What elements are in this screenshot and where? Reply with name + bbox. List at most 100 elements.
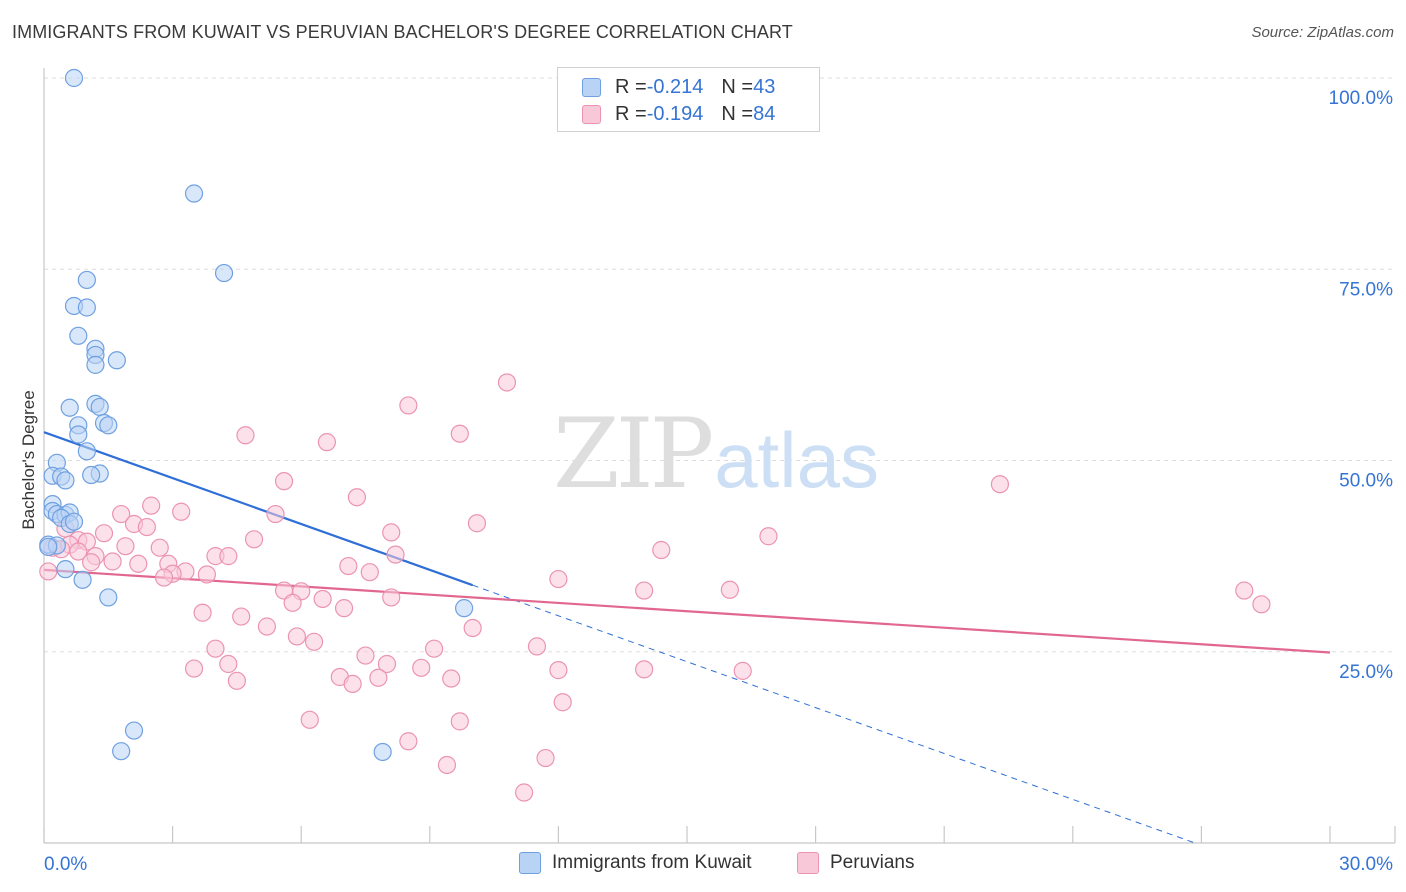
source-credit: Source: ZipAtlas.com <box>1251 24 1394 41</box>
kuwait-point <box>99 416 118 435</box>
peruvian-point <box>553 693 572 712</box>
kuwait-point <box>124 721 144 740</box>
peruvian-point <box>450 712 469 731</box>
legend-item-kuwait[interactable]: Immigrants from Kuwait <box>519 852 752 874</box>
peruvian-point <box>424 639 444 658</box>
kuwait-point <box>214 263 234 283</box>
peruvian-point <box>154 568 174 587</box>
r-value: -0.214 <box>646 75 704 98</box>
peruvians-swatch <box>582 104 601 124</box>
peruvian-point <box>219 547 238 566</box>
gridlines <box>44 77 1395 653</box>
peruvian-point <box>300 710 319 729</box>
peruvian-point <box>343 674 362 693</box>
peruvian-point <box>549 661 568 680</box>
peruvian-point <box>382 523 401 542</box>
peruvian-point <box>1252 595 1271 614</box>
peruvian-point <box>527 637 547 656</box>
kuwait-point <box>77 298 96 317</box>
kuwait-point <box>64 68 84 88</box>
peruvian-point <box>103 552 122 571</box>
peruvian-point <box>172 502 191 521</box>
kuwait-point <box>82 465 101 485</box>
peruvian-point <box>206 639 225 658</box>
peruvian-point <box>227 671 246 690</box>
y-tick-label: 100.0% <box>1329 88 1394 109</box>
peruvian-point <box>82 553 101 572</box>
peruvian-point <box>193 603 212 622</box>
r-value: -0.194 <box>646 102 704 125</box>
kuwait-point <box>69 425 88 444</box>
peruvian-point <box>386 545 405 564</box>
peruvian-point <box>515 783 534 802</box>
stats-legend: R = -0.214 N = 43 R = -0.194 N = 84 <box>557 67 820 132</box>
peruvian-point <box>150 538 169 557</box>
kuwait-point <box>373 742 392 762</box>
kuwait-swatch <box>582 77 601 97</box>
peruvian-point <box>536 748 555 768</box>
kuwait-point <box>64 512 84 531</box>
peruvian-point <box>990 475 1010 494</box>
peruvian-point <box>635 660 654 679</box>
peruvian-point <box>463 618 482 638</box>
x-tick-label: 0.0% <box>44 854 87 875</box>
peruvian-point <box>356 646 375 665</box>
peruvian-point <box>412 658 431 677</box>
n-value: 84 <box>753 102 776 125</box>
peruvian-point <box>129 554 148 573</box>
kuwait-point <box>73 570 92 589</box>
peruvian-point <box>112 504 131 524</box>
peruvian-point <box>549 569 568 589</box>
peruvian-point <box>304 632 324 651</box>
axes <box>43 68 1396 844</box>
kuwait-point <box>77 270 96 290</box>
peruvian-point <box>497 373 517 392</box>
peruvian-point <box>652 540 671 560</box>
peruvian-point <box>334 599 354 618</box>
kuwait-point <box>56 560 75 579</box>
peruvian-point <box>274 472 294 491</box>
peruvian-point <box>467 514 487 533</box>
peruvian-point <box>759 527 778 546</box>
legend-label-peruvians: Peruvians <box>830 852 915 873</box>
peruvian-point <box>197 565 216 584</box>
peruvian-point <box>287 627 307 646</box>
peruvian-point <box>184 659 204 678</box>
peruvian-point <box>313 589 332 609</box>
peruvian-point <box>399 732 418 751</box>
peruvian-point <box>377 654 397 674</box>
peruvian-point <box>257 617 277 636</box>
peruvian-point <box>116 537 135 556</box>
kuwait-point <box>69 326 88 345</box>
peruvian-point <box>1235 581 1254 600</box>
peruvian-point <box>69 542 88 561</box>
peruvian-point <box>236 426 255 445</box>
y-tick-label: 25.0% <box>1339 662 1393 683</box>
peruvians-swatch <box>797 852 819 874</box>
peruvian-point <box>232 607 251 626</box>
legend-item-peruvians[interactable]: Peruvians <box>797 852 915 874</box>
kuwait-point <box>184 184 204 203</box>
trend-lines <box>43 431 1331 845</box>
kuwait-point <box>39 537 58 557</box>
kuwait-point <box>56 471 75 490</box>
y-axis-title: Bachelor's Degree <box>19 390 38 529</box>
kuwait-swatch <box>519 852 541 874</box>
legend-label-kuwait: Immigrants from Kuwait <box>552 852 752 873</box>
kuwait-point <box>107 351 126 370</box>
peruvian-point <box>442 669 461 688</box>
peruvian-point <box>266 504 285 524</box>
kuwait-point <box>454 599 474 618</box>
y-tick-label: 75.0% <box>1339 279 1393 300</box>
kuwait-point <box>112 742 131 761</box>
stats-row-peruvians: R = -0.194 N = 84 <box>582 101 775 127</box>
r-label: R = <box>615 75 647 98</box>
peruvian-point <box>137 517 156 537</box>
peruvian-point <box>283 593 302 612</box>
peruvian-point <box>219 654 238 674</box>
r-label: R = <box>615 102 647 125</box>
peruvian-point <box>733 661 752 680</box>
kuwait-point <box>90 397 109 417</box>
x-tick-label: 30.0% <box>1339 854 1393 875</box>
peruvian-point <box>94 524 114 543</box>
